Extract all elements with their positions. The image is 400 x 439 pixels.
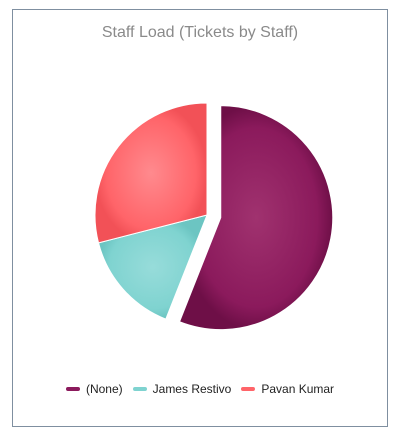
chart-panel: Staff Load (Tickets by Staff) (No (12, 9, 388, 427)
legend-item-none[interactable]: (None) (65, 382, 123, 396)
legend-swatch-pavan-kumar (241, 387, 256, 391)
pie-slice-pavan-kumar[interactable] (94, 102, 208, 244)
legend-swatch-none (65, 387, 80, 391)
pie-slice-none[interactable] (178, 105, 334, 331)
legend-label-james-restivo: James Restivo (152, 382, 232, 396)
pie-chart (94, 102, 334, 331)
legend-item-pavan-kumar[interactable]: Pavan Kumar (241, 382, 334, 396)
pie-slices (94, 102, 334, 331)
legend: (None) James Restivo Pavan Kumar (13, 382, 387, 396)
pie-slice-james-restivo[interactable] (97, 214, 208, 320)
legend-swatch-james-restivo (132, 387, 147, 391)
legend-item-james-restivo[interactable]: James Restivo (132, 382, 232, 396)
legend-label-pavan-kumar: Pavan Kumar (261, 382, 335, 396)
chart-title: Staff Load (Tickets by Staff) (101, 24, 299, 41)
legend-label-none: (None) (85, 382, 123, 396)
